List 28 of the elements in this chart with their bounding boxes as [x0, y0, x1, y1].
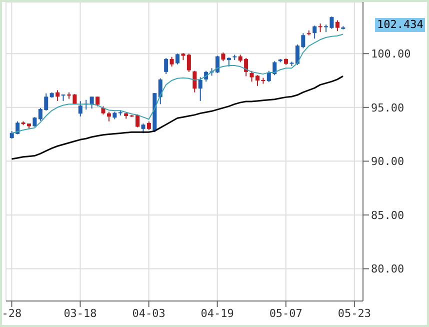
y-tick-label: 90.00 — [371, 155, 404, 168]
candlestick — [198, 76, 202, 102]
candlestick — [192, 70, 197, 93]
x-tick-label: 05-23 — [338, 306, 371, 320]
line-series — [11, 34, 344, 134]
y-tick-label: 85.00 — [371, 208, 404, 222]
candlestick — [176, 53, 180, 65]
text: 102.434 — [375, 18, 426, 32]
candlestick — [106, 111, 111, 122]
x-tick-label: 04-03 — [132, 306, 166, 320]
candlestick — [164, 57, 168, 75]
candlestick — [335, 20, 340, 32]
candlestick — [32, 116, 37, 128]
candlestick — [56, 90, 60, 102]
candlestick — [96, 96, 100, 107]
y-tick-label: 80.00 — [371, 262, 404, 276]
x-tick-label: 04-19 — [200, 306, 234, 320]
candlestick — [78, 100, 82, 117]
candlestick — [312, 25, 317, 40]
x-tick-label: -28 — [2, 306, 22, 320]
candlestick — [226, 56, 231, 68]
candlestick — [170, 56, 174, 68]
y-tick-label: 95.00 — [371, 101, 404, 114]
x-tick-label: 05-07 — [269, 306, 302, 320]
candlestick — [186, 53, 191, 72]
x-tick-label: 03-18 — [64, 306, 97, 320]
y-tick-label: 100.00 — [371, 48, 411, 61]
line-series — [10, 75, 344, 160]
